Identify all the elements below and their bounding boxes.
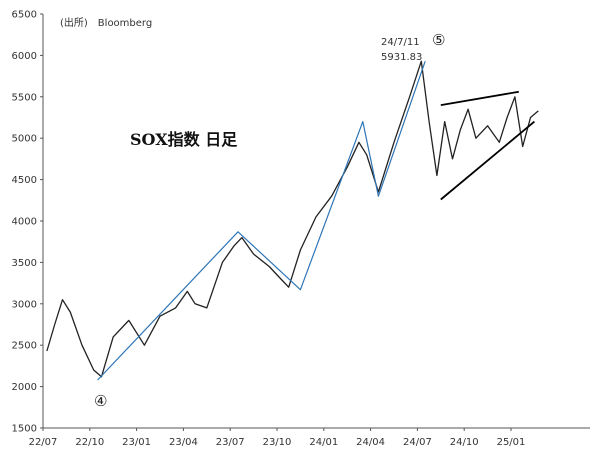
x-tick-label: 24/04 (356, 437, 385, 448)
source-label: (出所) Bloomberg (60, 16, 152, 29)
x-tick-label: 24/01 (309, 437, 338, 448)
price-line (46, 60, 539, 378)
x-tick-label: 25/01 (497, 437, 526, 448)
y-tick-label: 1500 (12, 424, 37, 435)
y-tick-label: 4000 (12, 217, 37, 228)
y-tick-label: 6500 (12, 10, 37, 21)
wave-4-label: ④ (94, 392, 107, 410)
tick-labels: 1500 2000 2500 3000 3500 4000 4500 5000 5500 6000… (12, 10, 526, 449)
x-tick-label: 22/10 (75, 437, 104, 448)
x-tick-label: 22/07 (29, 437, 58, 448)
x-tick-label: 24/07 (403, 437, 432, 448)
x-tick-label: 23/07 (216, 437, 245, 448)
axes (42, 14, 590, 429)
wave-5-label: ⑤ (432, 31, 445, 49)
wave-line (97, 61, 426, 381)
x-tick-label: 24/10 (450, 437, 479, 448)
y-tick-label: 4500 (12, 175, 37, 186)
x-tick-label: 23/10 (263, 437, 292, 448)
triangle-line (440, 90, 519, 106)
y-tick-label: 3000 (12, 299, 37, 310)
triangle-line (440, 120, 535, 201)
y-tick-label: 2000 (12, 382, 37, 393)
y-tick-label: 5500 (12, 92, 37, 103)
peak-value-label: 5931.83 (381, 52, 422, 63)
y-tick-label: 6000 (12, 51, 37, 62)
x-tick-label: 23/01 (122, 437, 151, 448)
peak-date-label: 24/7/11 (381, 37, 420, 48)
y-tick-label: 5000 (12, 134, 37, 145)
y-tick-label: 2500 (12, 341, 37, 352)
price-series (46, 60, 539, 378)
chart-title: SOX指数 日足 (130, 130, 238, 149)
x-tick-label: 23/04 (169, 437, 198, 448)
triangle-lines (440, 90, 535, 201)
y-tick-label: 3500 (12, 258, 37, 269)
wave-lines (97, 61, 426, 381)
